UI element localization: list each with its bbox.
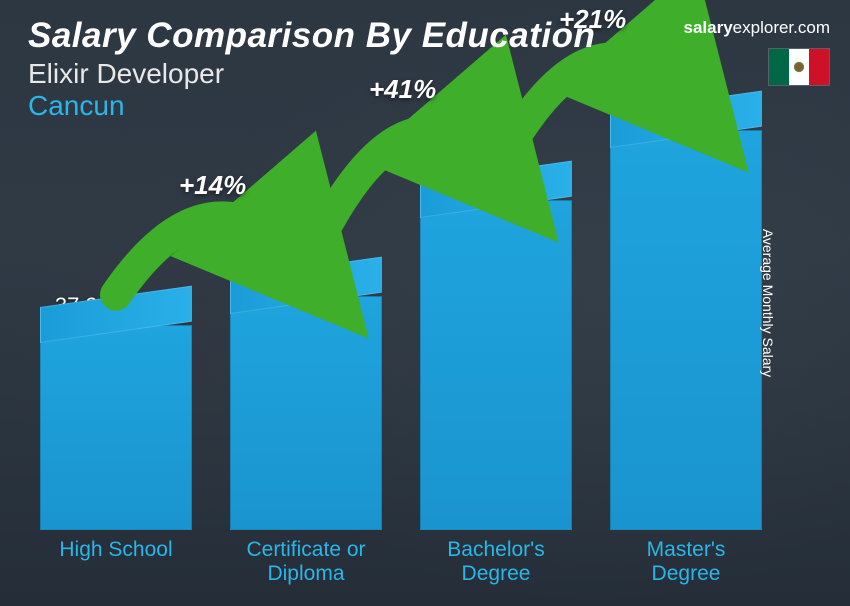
brand-rest: explorer.com [733,18,830,37]
flag-stripe-white [789,49,809,85]
increase-label: +14% [179,170,246,201]
bar-category-label: Bachelor'sDegree [447,538,544,588]
bar-category-label: High School [59,538,172,588]
bar-category-label: Certificate orDiploma [246,538,365,588]
y-axis-label: Average Monthly Salary [760,229,776,377]
chart-header: Salary Comparison By Education Elixir De… [28,16,595,122]
bar-shape [40,325,192,530]
chart-location: Cancun [28,90,595,122]
flag-stripe-green [769,49,789,85]
country-flag-icon [768,48,830,86]
bar-chart: 37,200 MXN High School 42,400 MXN Certif… [40,68,810,588]
flag-stripe-red [809,49,829,85]
chart-title: Salary Comparison By Education [28,16,595,56]
bar-front-face [40,325,192,530]
bar-category-label: Master'sDegree [647,538,726,588]
brand-watermark: salaryexplorer.com [684,18,831,38]
brand-bold: salary [684,18,733,37]
chart-subtitle: Elixir Developer [28,58,595,90]
